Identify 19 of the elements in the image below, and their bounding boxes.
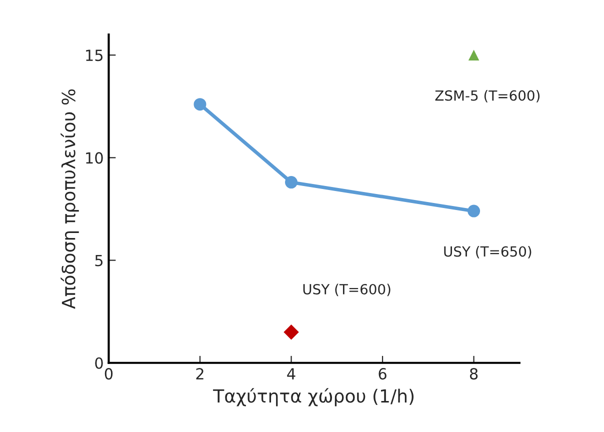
text: USY (T=600) (303, 284, 390, 296)
y-tick-label: 10 (86, 152, 103, 164)
x-tick-label: 0 (104, 368, 113, 380)
y-tick-label: 5 (95, 254, 103, 266)
point (194, 98, 206, 111)
x-tick-label: 6 (378, 368, 386, 380)
y-tick-label: 15 (86, 50, 103, 62)
point (468, 50, 480, 60)
text: ZSM-5 (T=600) (435, 90, 540, 102)
y-tick-label: 0 (95, 357, 103, 369)
y-axis-title: Απόδοση προπυλενίου % (60, 89, 79, 309)
point (284, 324, 299, 340)
text: USY (T=650) (444, 246, 532, 258)
x-tick-label: 2 (196, 368, 204, 380)
point (468, 204, 480, 218)
x-axis-title: Ταχύτητα χώρου (1/h) (213, 388, 414, 406)
point (285, 176, 298, 189)
x-tick-label: 8 (470, 368, 478, 380)
x-tick-label: 4 (287, 368, 296, 380)
